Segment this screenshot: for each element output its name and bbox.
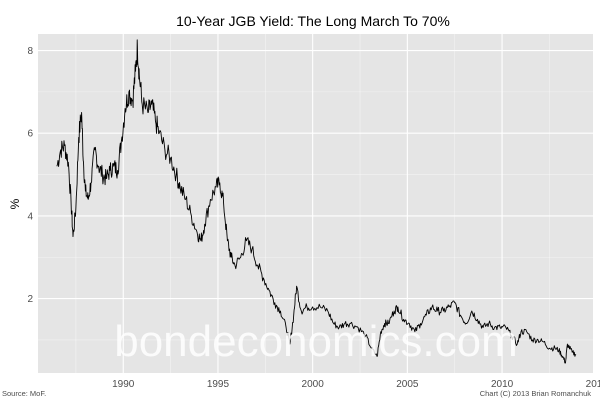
- x-axis-ticks: 1990 1995 2000 2005 2010 2015: [112, 379, 600, 390]
- source-note: Source: MoF.: [2, 389, 46, 398]
- plot-panel: [38, 34, 593, 373]
- series-layer: [56, 39, 577, 364]
- minor-gridlines: [38, 34, 593, 373]
- chart-title: 10-Year JGB Yield: The Long March To 70%: [176, 13, 450, 29]
- y-tick-label-6: 6: [27, 129, 33, 140]
- credit-note: Chart (C) 2013 Brian Romanchuk: [480, 389, 592, 398]
- major-gridlines: [38, 34, 598, 373]
- x-tick-label-1990: 1990: [112, 379, 135, 390]
- y-axis-ticks: 2 4 6 8: [27, 46, 33, 305]
- x-tick-label-2015: 2015: [586, 379, 600, 390]
- y-tick-label-8: 8: [27, 46, 33, 57]
- series-line-0: [56, 39, 577, 364]
- y-axis-title: %: [8, 198, 22, 209]
- y-tick-label-2: 2: [27, 294, 33, 305]
- x-tick-label-2000: 2000: [302, 379, 325, 390]
- x-tick-label-1995: 1995: [207, 379, 230, 390]
- watermark-text: bondeconomics.com: [114, 317, 518, 366]
- y-tick-label-4: 4: [27, 211, 33, 222]
- x-tick-label-2010: 2010: [491, 379, 514, 390]
- x-tick-label-2005: 2005: [396, 379, 419, 390]
